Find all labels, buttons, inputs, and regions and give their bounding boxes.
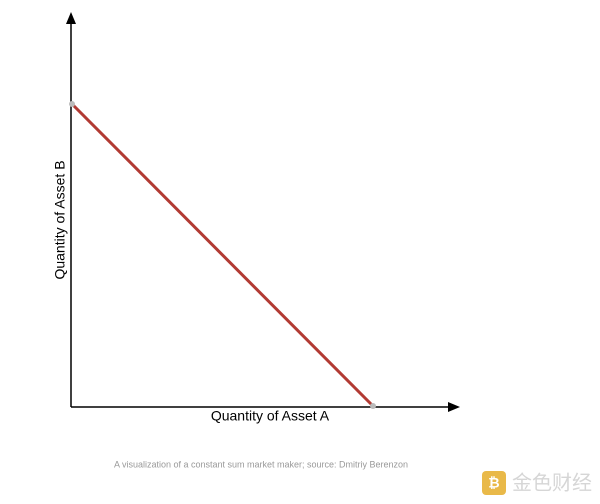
y-axis-label: Quantity of Asset B xyxy=(52,160,68,279)
watermark-logo: ₿ xyxy=(482,471,506,495)
y-axis-arrow xyxy=(66,12,76,24)
endpoint xyxy=(69,101,75,107)
logo-icon xyxy=(482,471,506,495)
watermark: 金色财经 xyxy=(512,471,592,494)
x-axis-label: Quantity of Asset A xyxy=(211,408,330,424)
x-axis-arrow xyxy=(448,402,460,412)
endpoint xyxy=(370,403,376,409)
caption: A visualization of a constant sum market… xyxy=(114,459,408,469)
logo-mark: ₿ xyxy=(488,475,499,491)
constant-sum-curve xyxy=(70,102,375,408)
